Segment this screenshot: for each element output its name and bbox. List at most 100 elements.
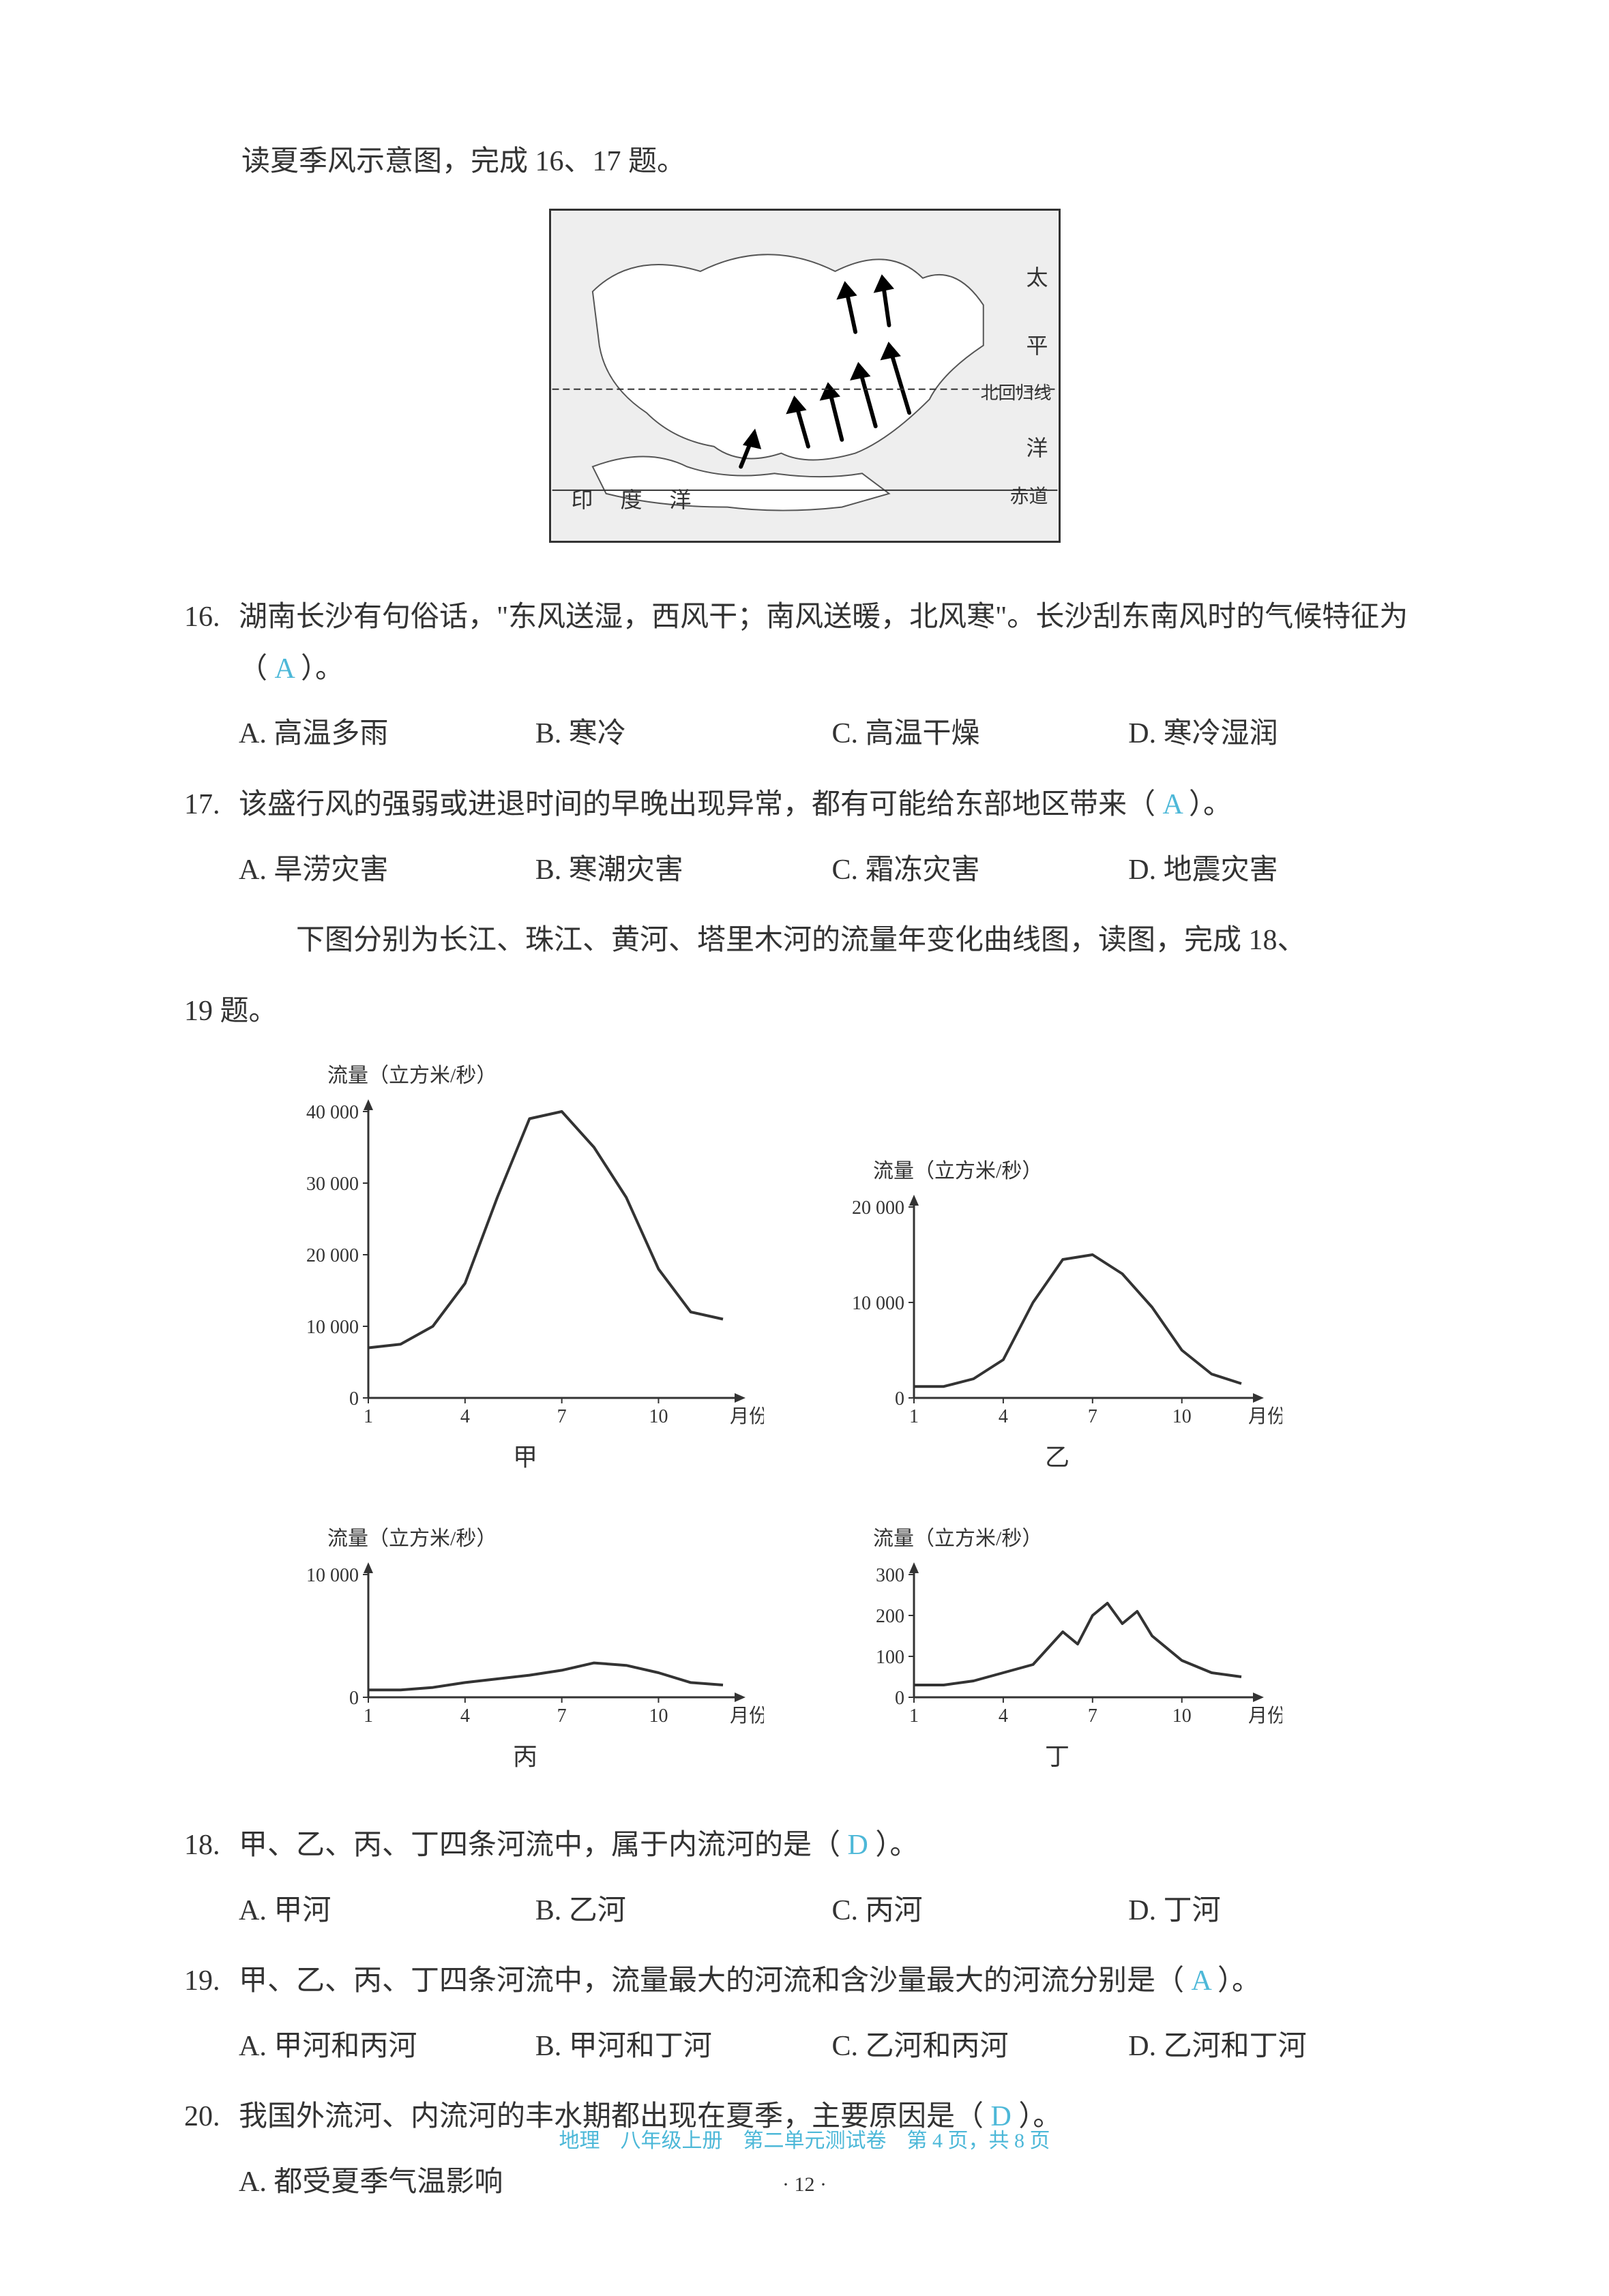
- svg-text:1: 1: [909, 1406, 919, 1427]
- chart-ding-name: 丁: [832, 1735, 1282, 1779]
- q16-opt-d: D. 寒冷湿润: [1128, 709, 1425, 760]
- svg-text:7: 7: [1088, 1705, 1097, 1727]
- q18-text-2: ）。: [875, 1830, 918, 1861]
- svg-text:1: 1: [909, 1705, 919, 1727]
- q17-opt-c: C. 霜冻灾害: [832, 845, 1129, 897]
- svg-text:月份: 月份: [730, 1705, 764, 1727]
- chart-ding-svg: 0 100 200 300 1 4 7 10 月份: [832, 1561, 1282, 1731]
- svg-text:20 000: 20 000: [306, 1245, 359, 1266]
- svg-text:40 000: 40 000: [306, 1102, 359, 1123]
- svg-text:4: 4: [999, 1705, 1008, 1727]
- q19-text-2: ）。: [1217, 1965, 1260, 1997]
- question-17: 17. 该盛行风的强弱或进退时间的早晚出现异常，都有可能给东部地区带来（ A ）…: [184, 779, 1425, 967]
- q19-text-1: 甲、乙、丙、丁四条河流中，流量最大的河流和含沙量最大的河流分别是（: [239, 1965, 1184, 1997]
- intro-18-19-cont: 19 题。: [184, 986, 1425, 1038]
- q19-text: 甲、乙、丙、丁四条河流中，流量最大的河流和含沙量最大的河流分别是（ A ）。: [239, 1956, 1425, 2008]
- svg-text:1: 1: [364, 1705, 373, 1727]
- q18-options: A. 甲河 B. 乙河 C. 丙河 D. 丁河: [184, 1885, 1425, 1937]
- q18-opt-c: C. 丙河: [832, 1885, 1129, 1937]
- page-number: · 12 ·: [0, 2166, 1609, 2203]
- svg-text:4: 4: [460, 1705, 470, 1727]
- q18-opt-b: B. 乙河: [535, 1885, 832, 1937]
- svg-text:0: 0: [895, 1688, 904, 1709]
- svg-text:0: 0: [349, 1388, 359, 1410]
- q16-opt-a: A. 高温多雨: [239, 709, 535, 760]
- svg-text:300: 300: [876, 1565, 904, 1586]
- svg-text:10: 10: [1172, 1406, 1192, 1427]
- map-label-indian: 印 度 洋: [572, 481, 703, 520]
- monsoon-map: 太 平 北回归线 洋 赤道 印 度 洋: [549, 209, 1061, 543]
- q19-num: 19.: [184, 1956, 239, 2008]
- chart-row-2: 流量（立方米/秒） 010 00014710月份 丙 流量（立方米/秒） 010…: [286, 1521, 1425, 1779]
- question-19: 19. 甲、乙、丙、丁四条河流中，流量最大的河流和含沙量最大的河流分别是（ A …: [184, 1956, 1425, 2072]
- chart-jia-name: 甲: [286, 1435, 764, 1480]
- svg-text:200: 200: [876, 1606, 904, 1627]
- q16-text-2: ）。: [301, 653, 344, 685]
- chart-jia-title: 流量（立方米/秒）: [327, 1058, 764, 1094]
- charts-container: 流量（立方米/秒） 010 00020 00030 00040 00014710…: [286, 1058, 1425, 1779]
- chart-ding: 流量（立方米/秒） 0 100 200 300 1 4 7 10 月份 丁: [832, 1521, 1282, 1779]
- map-container: 太 平 北回归线 洋 赤道 印 度 洋: [184, 209, 1425, 558]
- chart-bing-title: 流量（立方米/秒）: [327, 1521, 764, 1557]
- svg-text:4: 4: [460, 1406, 470, 1427]
- question-18: 18. 甲、乙、丙、丁四条河流中，属于内流河的是（ D ）。 A. 甲河 B. …: [184, 1820, 1425, 1937]
- map-label-tropic: 北回归线: [980, 378, 1051, 410]
- svg-text:月份: 月份: [1248, 1705, 1282, 1727]
- svg-text:1: 1: [364, 1406, 373, 1427]
- q17-opt-d: D. 地震灾害: [1128, 845, 1425, 897]
- svg-text:4: 4: [999, 1406, 1008, 1427]
- intro-16-17: 读夏季风示意图，完成 16、17 题。: [184, 136, 1425, 188]
- chart-yi-title: 流量（立方米/秒）: [873, 1153, 1282, 1190]
- q19-opt-d: D. 乙河和丁河: [1128, 2021, 1425, 2073]
- svg-text:10 000: 10 000: [306, 1317, 359, 1338]
- q16-text-1: 湖南长沙有句俗话，"东风送湿，西风干；南风送暖，北风寒"。长沙刮东南风时的气候特…: [239, 601, 1408, 685]
- q16-text: 湖南长沙有句俗话，"东风送湿，西风干；南风送暖，北风寒"。长沙刮东南风时的气候特…: [239, 592, 1425, 695]
- q19-answer: A: [1192, 1965, 1211, 1997]
- svg-text:月份: 月份: [730, 1405, 764, 1427]
- q18-opt-d: D. 丁河: [1128, 1885, 1425, 1937]
- map-label-ping: 平: [1026, 327, 1048, 366]
- intro-18-19: 下图分别为长江、珠江、黄河、塔里木河的流量年变化曲线图，读图，完成 18、: [184, 915, 1425, 967]
- chart-yi-name: 乙: [832, 1435, 1282, 1480]
- map-label-yang: 洋: [1026, 429, 1048, 468]
- chart-ding-title: 流量（立方米/秒）: [873, 1521, 1282, 1557]
- q16-options: A. 高温多雨 B. 寒冷 C. 高温干燥 D. 寒冷湿润: [184, 709, 1425, 760]
- q17-options: A. 旱涝灾害 B. 寒潮灾害 C. 霜冻灾害 D. 地震灾害: [184, 845, 1425, 897]
- map-label-tai: 太: [1026, 258, 1048, 298]
- chart-jia-svg: 010 00020 00030 00040 00014710月份: [286, 1098, 764, 1432]
- chart-bing-svg: 010 00014710月份: [286, 1561, 764, 1731]
- q16-opt-b: B. 寒冷: [535, 709, 832, 760]
- chart-yi-svg: 0 10 000 20 000 1 4 7 10 月份: [832, 1193, 1282, 1432]
- svg-text:0: 0: [895, 1388, 904, 1410]
- q17-text-2: ）。: [1189, 789, 1232, 820]
- svg-text:7: 7: [1088, 1406, 1097, 1427]
- svg-text:20 000: 20 000: [852, 1197, 904, 1219]
- q18-opt-a: A. 甲河: [239, 1885, 535, 1937]
- page-footer: 地理 八年级上册 第二单元测试卷 第 4 页，共 8 页 · 12 ·: [0, 2123, 1609, 2203]
- svg-text:100: 100: [876, 1647, 904, 1668]
- chart-bing-name: 丙: [286, 1735, 764, 1779]
- svg-text:10: 10: [1172, 1705, 1192, 1727]
- q16-opt-c: C. 高温干燥: [832, 709, 1129, 760]
- page-content: 读夏季风示意图，完成 16、17 题。: [0, 0, 1609, 2296]
- svg-text:0: 0: [349, 1688, 359, 1709]
- q17-num: 17.: [184, 779, 239, 831]
- chart-yi: 流量（立方米/秒） 0 10 000 20 000 1 4 7 10 月份 乙: [832, 1153, 1282, 1480]
- q17-opt-a: A. 旱涝灾害: [239, 845, 535, 897]
- q16-num: 16.: [184, 592, 239, 644]
- svg-text:30 000: 30 000: [306, 1174, 359, 1195]
- q18-text: 甲、乙、丙、丁四条河流中，属于内流河的是（ D ）。: [239, 1820, 1425, 1872]
- q17-answer: A: [1163, 789, 1182, 820]
- footer-label: 地理 八年级上册 第二单元测试卷 第 4 页，共 8 页: [0, 2123, 1609, 2160]
- q18-text-1: 甲、乙、丙、丁四条河流中，属于内流河的是（: [239, 1830, 840, 1861]
- svg-text:月份: 月份: [1248, 1405, 1282, 1427]
- svg-text:10: 10: [649, 1705, 668, 1727]
- q17-text-1: 该盛行风的强弱或进退时间的早晚出现异常，都有可能给东部地区带来（: [239, 789, 1155, 820]
- q19-opt-c: C. 乙河和丙河: [832, 2021, 1129, 2073]
- q17-opt-b: B. 寒潮灾害: [535, 845, 832, 897]
- svg-text:10 000: 10 000: [852, 1293, 904, 1314]
- q19-options: A. 甲河和丙河 B. 甲河和丁河 C. 乙河和丙河 D. 乙河和丁河: [184, 2021, 1425, 2073]
- svg-text:10 000: 10 000: [306, 1565, 359, 1586]
- question-16: 16. 湖南长沙有句俗话，"东风送湿，西风干；南风送暖，北风寒"。长沙刮东南风时…: [184, 592, 1425, 760]
- q18-answer: D: [848, 1830, 868, 1861]
